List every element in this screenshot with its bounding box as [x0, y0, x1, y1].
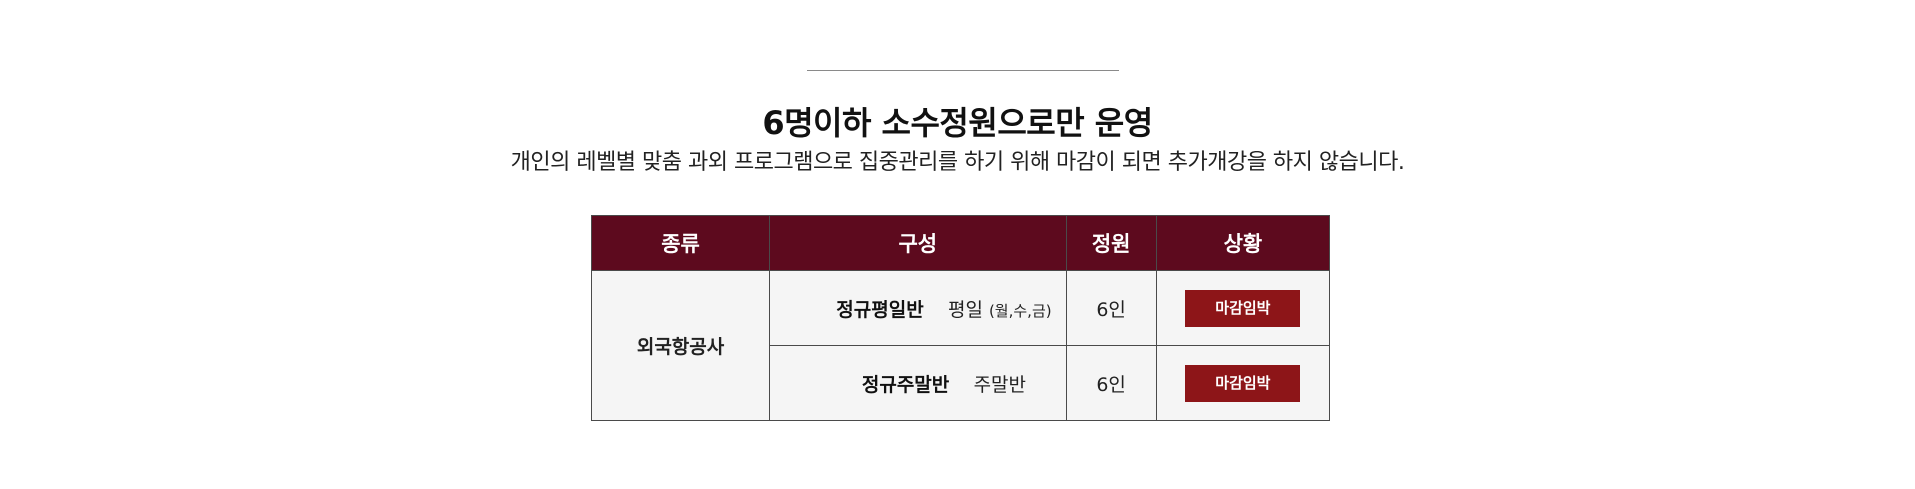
- status-cell: 마감임박: [1155, 270, 1331, 346]
- table-header-row: 종류 구성 정원 상황: [590, 215, 1331, 271]
- header-status: 상황: [1155, 215, 1331, 271]
- header-composition: 구성: [769, 215, 1067, 271]
- header-capacity: 정원: [1065, 215, 1157, 271]
- table-row: 외국항공사 정규평일반 평일 (월,수,금) 6인 마감임박: [590, 270, 1331, 421]
- table-row: 정규주말반 주말반 6인 마감임박: [592, 345, 1331, 421]
- composition-cell: 정규주말반 주말반: [769, 345, 1067, 421]
- class-days: (월,수,금): [988, 301, 1052, 320]
- top-divider: [807, 70, 1119, 71]
- class-name: 정규평일반: [836, 298, 924, 321]
- class-desc-text: 주말반: [973, 373, 1027, 396]
- subline: 개인의 레벨별 맞춤 과외 프로그램으로 집중관리를 하기 위해 마감이 되면 …: [510, 150, 1405, 175]
- capacity-cell: 6인: [1065, 270, 1157, 346]
- course-table: 종류 구성 정원 상황 외국항공사 정규평일반 평일 (월,수,금) 6인 마감임박…: [590, 215, 1331, 421]
- class-desc: 평일 (월,수,금): [948, 295, 1052, 322]
- header-type: 종류: [590, 215, 771, 271]
- class-name: 정규주말반: [861, 373, 950, 396]
- capacity-cell: 6인: [1065, 345, 1157, 421]
- headline: 6명이하 소수정원으로만 운영: [762, 104, 1153, 142]
- status-button[interactable]: 마감임박: [1185, 364, 1301, 402]
- class-desc-text: 평일: [947, 298, 983, 321]
- category-cell: 외국항공사: [590, 270, 771, 421]
- class-desc: 주말반: [974, 370, 1026, 397]
- composition-cell: 정규평일반 평일 (월,수,금): [769, 270, 1067, 346]
- status-cell: 마감임박: [1155, 345, 1331, 421]
- status-button[interactable]: 마감임박: [1185, 289, 1301, 327]
